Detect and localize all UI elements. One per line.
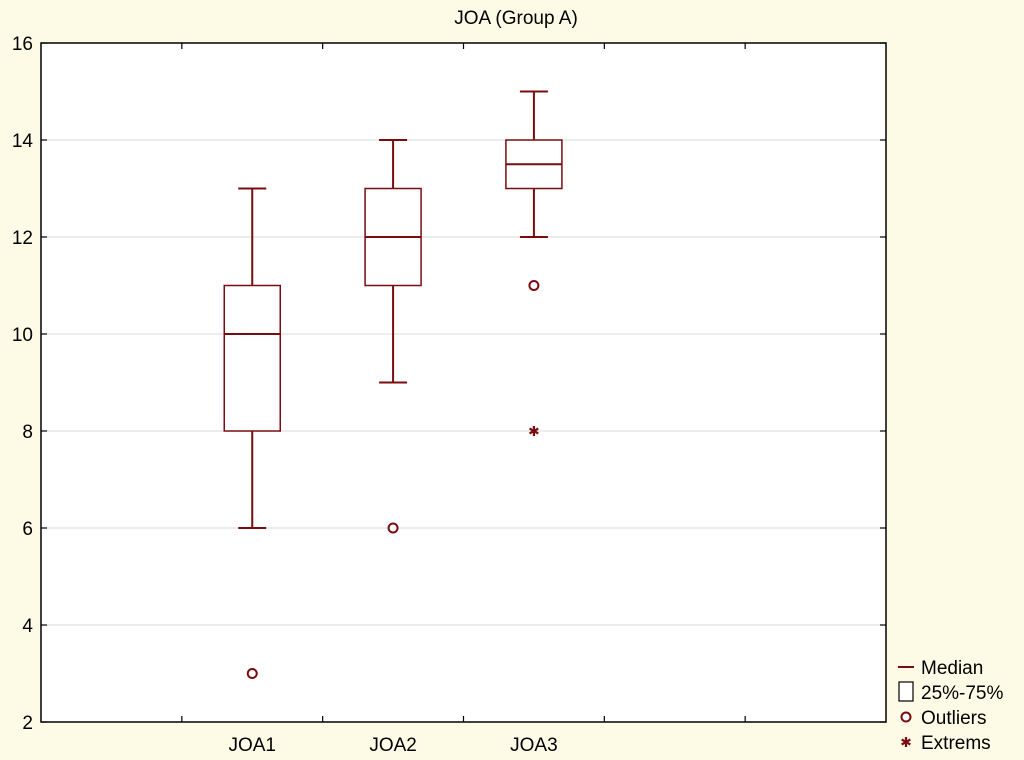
legend-outlier-swatch xyxy=(900,711,912,723)
x-axis: JOA1 JOA2 JOA3 xyxy=(181,43,746,756)
legend-label: Extrems xyxy=(921,733,991,754)
iqr-box xyxy=(223,284,281,432)
box-series xyxy=(223,90,563,679)
y-tick-label: 2 xyxy=(22,713,33,734)
legend-item: Median xyxy=(898,658,983,679)
x-tick-label: JOA3 xyxy=(510,735,558,756)
y-tick-label: 16 xyxy=(12,34,33,55)
outlier-point xyxy=(387,522,399,534)
y-tick-label: 10 xyxy=(12,325,33,346)
y-tick-label: 6 xyxy=(22,519,33,540)
legend-label: 25%-75% xyxy=(921,683,1003,704)
y-tick-label: 12 xyxy=(12,228,33,249)
legend-item: 25%-75% xyxy=(898,681,1003,704)
extreme-marker-stroke xyxy=(901,738,911,746)
box-joa2 xyxy=(364,139,422,534)
legend-box-swatch xyxy=(898,681,914,702)
legend-label: Outliers xyxy=(921,708,986,729)
outlier-point xyxy=(528,280,540,291)
gridlines xyxy=(41,139,886,626)
x-tick-label: JOA1 xyxy=(228,735,276,756)
extreme-marker xyxy=(529,426,539,436)
legend-item: Outliers xyxy=(900,708,986,729)
chart-title: JOA (Group A) xyxy=(454,8,578,29)
y-axis: 2 4 6 8 10 12 14 16 xyxy=(12,34,886,734)
extreme-marker-stroke xyxy=(529,427,539,435)
legend-label: Median xyxy=(921,658,983,679)
y-tick-label: 14 xyxy=(12,131,34,152)
x-tick-label: JOA2 xyxy=(369,735,417,756)
box-joa3 xyxy=(505,90,563,436)
extreme-marker xyxy=(901,737,911,747)
legend-item: Extrems xyxy=(901,733,991,754)
outlier-point xyxy=(246,668,258,679)
box-joa1 xyxy=(223,187,281,679)
legend: Median 25%-75% Outliers Extrems xyxy=(898,658,1003,754)
y-tick-label: 4 xyxy=(22,616,33,637)
plot-area xyxy=(41,43,886,722)
y-tick-label: 8 xyxy=(22,422,33,443)
